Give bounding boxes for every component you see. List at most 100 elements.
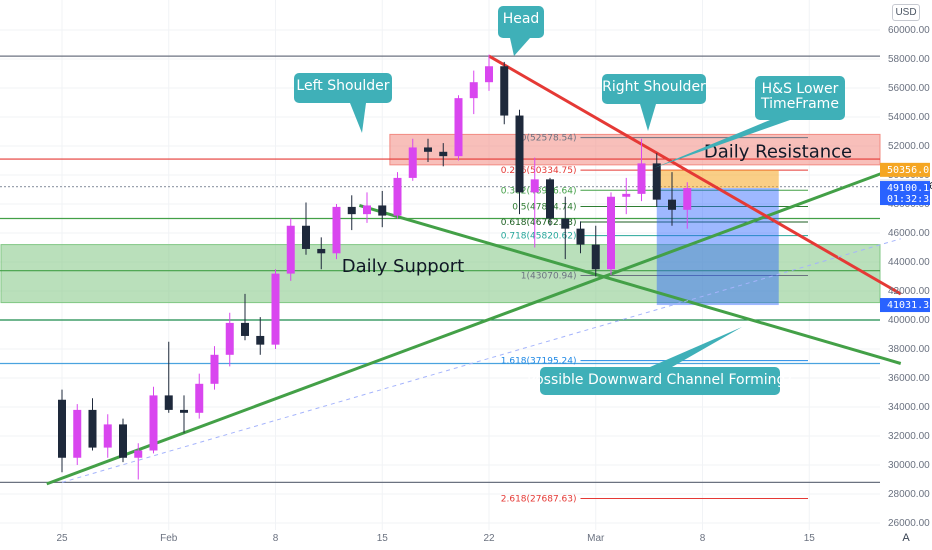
candle-body [286, 225, 295, 274]
candle-body [363, 205, 371, 215]
candle-body [637, 163, 646, 194]
x-tick-label: 25 [56, 533, 68, 544]
candle-body [607, 196, 615, 270]
candle-body [500, 66, 509, 116]
auto-scale-label: A [902, 532, 910, 544]
y-tick-label: 60000.00 [888, 25, 930, 36]
candle-body [88, 409, 97, 448]
price-badge [880, 298, 930, 313]
candle-body [302, 225, 310, 249]
candle-body [241, 322, 249, 336]
candle-body [58, 399, 66, 458]
callout-text-hs-lower: H&S Lower [762, 81, 839, 97]
candle-body [210, 354, 219, 384]
x-tick-label: 22 [483, 533, 495, 544]
price-badge [880, 162, 930, 177]
candle-body [591, 244, 600, 270]
trendline-green-downtrend [358, 204, 902, 365]
y-tick-label: 42000.00 [888, 286, 930, 297]
candle-body [622, 193, 631, 197]
candle-body [134, 450, 143, 458]
callout-text-downward-channel: Possible Downward Channel Forming? [527, 372, 793, 388]
position-tool-layer [656, 169, 779, 306]
zone-label-support: Daily Support [342, 256, 464, 277]
callout-pointer [640, 104, 656, 131]
candle-body [668, 199, 676, 210]
currency-label: USD [895, 7, 917, 18]
candle-body [347, 206, 356, 215]
price-badge-value: 49100.13 [887, 183, 932, 194]
fib-level-label: 2.618(27687.63) [501, 495, 577, 505]
y-tick-label: 58000.00 [888, 54, 930, 65]
fib-level-label: 0(52578.54) [521, 134, 577, 144]
candle-body [439, 151, 448, 157]
candle-body [195, 383, 204, 413]
x-tick-label: 8 [700, 533, 706, 544]
y-tick-label: 26000.00 [888, 518, 930, 529]
callout-pointer [654, 120, 790, 168]
position-stop-zone [656, 169, 779, 189]
candle-body [393, 177, 402, 216]
x-tick-label: 15 [377, 533, 389, 544]
trendline-red-downtrend [488, 54, 902, 296]
y-tick-label: 52000.00 [888, 141, 930, 152]
callout-text-head: Head [503, 11, 540, 27]
candle-body [561, 218, 570, 229]
callout-layer: Daily Resistance Daily Support Head Left Sh… [294, 6, 852, 395]
candle-body [683, 188, 692, 210]
y-tick-label: 34000.00 [888, 402, 930, 413]
candle-body [332, 206, 341, 254]
candle-body [317, 248, 326, 254]
fib-level-label: 0.5(47824.74) [512, 203, 576, 213]
candle-body [652, 163, 661, 200]
axis-layer: 26000.00 28000.00 30000.00 32000.00 34000.00… [56, 25, 932, 544]
price-badge-value: 50356.02 [887, 165, 932, 176]
y-tick-label: 40000.00 [888, 315, 930, 326]
callout-pointer [350, 103, 366, 133]
trendline-green-uptrend [46, 164, 902, 486]
y-tick-label: 36000.00 [888, 373, 930, 384]
y-tick-label: 46000.00 [888, 228, 930, 239]
zone-label-resistance: Daily Resistance [704, 142, 852, 163]
callout-left-shoulder [294, 73, 392, 103]
currency-badge[interactable]: USD [892, 4, 920, 21]
candle-body [73, 409, 82, 458]
price-badge-timer: 01:32:35 [887, 194, 932, 205]
y-tick-label: 54000.00 [888, 112, 930, 123]
callout-pointer [510, 38, 530, 56]
fib-level-label: 1.618(37195.24) [501, 357, 577, 367]
fib-level-label: 0.718(45820.62) [501, 232, 577, 242]
candle-body [180, 409, 188, 413]
fib-level-label: 1(43070.94) [521, 271, 577, 281]
candle-body [119, 424, 127, 458]
callout-hs-lower [755, 76, 845, 120]
x-tick-label: Mar [587, 533, 605, 544]
fib-level-label: 0.618(46762.43) [501, 218, 577, 228]
candle-body [408, 147, 417, 178]
candle-body [225, 322, 234, 355]
y-tick-label: 30000.00 [888, 460, 930, 471]
callout-pointer [650, 327, 742, 367]
callout-downward-channel [540, 367, 780, 395]
auto-scale-button[interactable]: A [899, 531, 913, 545]
trendline-dashed-trend [61, 238, 901, 483]
position-target-zone [656, 188, 779, 306]
y-tick-label: 44000.00 [888, 257, 930, 268]
callout-text-hs-lower: TimeFrame [760, 96, 839, 112]
candle-body [576, 228, 585, 245]
price-badge [880, 181, 930, 206]
x-tick-label: 8 [273, 533, 279, 544]
callout-text-left-shoulder: Left Shoulder [296, 78, 389, 94]
x-tick-label: 15 [804, 533, 816, 544]
callout-text-right-shoulder: Right Shoulder [602, 79, 706, 95]
fib-level-label: 0.236(50334.75) [501, 166, 577, 176]
zone-layer [0, 133, 881, 304]
candle-body [378, 205, 387, 216]
candle-layer [58, 54, 692, 480]
callout-right-shoulder [602, 74, 706, 104]
callout-head [498, 6, 544, 38]
candle-body [256, 335, 265, 345]
candle-body [164, 395, 173, 410]
